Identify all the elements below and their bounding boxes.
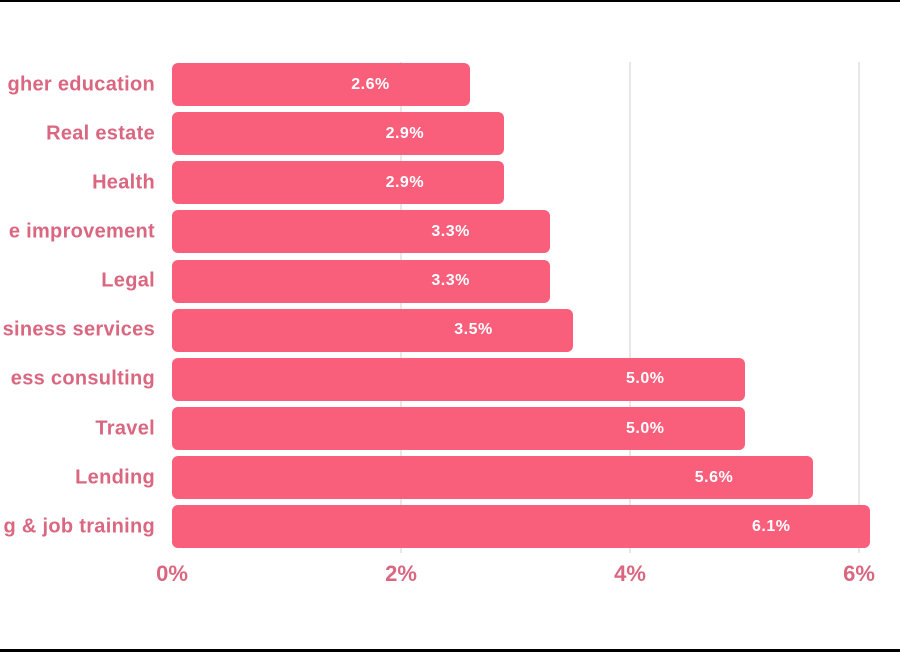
- bar: 6.1%: [172, 505, 871, 549]
- category-label: Travel: [95, 417, 155, 440]
- bar-row: Lending 5.6%: [0, 456, 900, 500]
- bar-value-label: 3.3%: [431, 272, 470, 290]
- bar-row: Legal 3.3%: [0, 259, 900, 303]
- bar-value-label: 5.0%: [626, 419, 665, 437]
- x-axis-tick-label: 4%: [614, 561, 646, 586]
- vertical-gridline: [400, 62, 402, 553]
- bar: 3.5%: [172, 308, 573, 352]
- bar-row: Real estate 2.9%: [0, 112, 900, 156]
- category-label: g & job training: [3, 515, 155, 538]
- bar-value-label: 5.0%: [626, 370, 665, 388]
- bar-row: gher education 2.6%: [0, 63, 900, 106]
- bar: 5.0%: [172, 407, 745, 451]
- bar-row: g & job training 6.1%: [0, 505, 900, 549]
- bar-value-label: 3.5%: [454, 321, 493, 339]
- x-axis-tick-label: 2%: [385, 561, 417, 586]
- bar-value-label: 6.1%: [751, 517, 791, 535]
- bar-value-label: 5.6%: [694, 468, 734, 486]
- bar: 3.3%: [172, 259, 550, 303]
- bar: 5.6%: [172, 456, 814, 500]
- bar: 5.0%: [172, 357, 745, 401]
- bar: 3.3%: [172, 210, 550, 254]
- x-axis-tick-label: 6%: [843, 561, 875, 586]
- category-label: ess consulting: [10, 367, 155, 390]
- vertical-gridline: [858, 62, 860, 553]
- category-label: gher education: [7, 73, 155, 95]
- category-label: Lending: [75, 466, 155, 489]
- bar-row: siness services 3.5%: [0, 308, 900, 352]
- bar-value-label: 2.9%: [385, 124, 425, 142]
- bar: 2.9%: [172, 112, 505, 156]
- category-label: Health: [92, 171, 155, 194]
- bar-value-label: 2.9%: [385, 173, 425, 191]
- x-axis-tick-label: 0%: [156, 561, 188, 586]
- bar-value-label: 3.3%: [431, 222, 470, 240]
- vertical-gridline: [629, 62, 631, 553]
- category-label: siness services: [2, 318, 155, 341]
- bar-value-label: 2.6%: [351, 75, 390, 93]
- bar-row: Health 2.9%: [0, 161, 900, 205]
- bar: 2.9%: [172, 161, 505, 205]
- bar-row: Travel 5.0%: [0, 407, 900, 451]
- bar: 2.6%: [172, 63, 470, 106]
- bar-row: ess consulting 5.0%: [0, 357, 900, 401]
- category-label: Legal: [101, 269, 155, 292]
- category-label: Real estate: [46, 122, 155, 145]
- bar-row: e improvement 3.3%: [0, 210, 900, 254]
- category-label: e improvement: [8, 220, 155, 243]
